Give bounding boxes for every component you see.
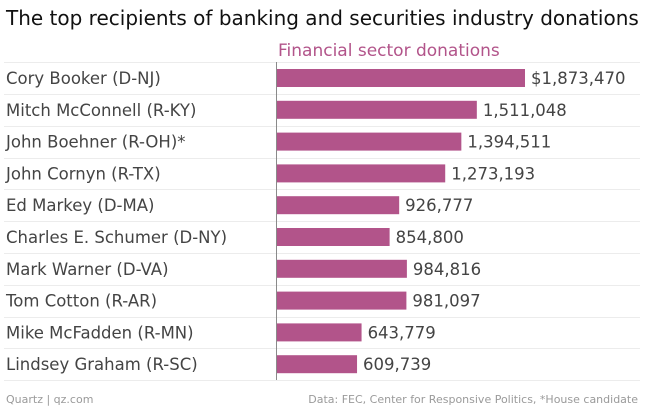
category-label: Mark Warner (D-VA): [6, 260, 169, 279]
value-label: 609,739: [363, 355, 431, 374]
category-label: John Cornyn (R-TX): [5, 164, 161, 183]
value-label: 1,511,048: [483, 101, 567, 120]
footer-credit: Quartz | qz.com: [6, 393, 94, 406]
value-label: 926,777: [405, 196, 473, 215]
value-label: 1,273,193: [451, 164, 535, 183]
category-label: Ed Markey (D-MA): [6, 196, 154, 215]
bar: [276, 291, 407, 310]
bar: [276, 323, 362, 342]
footer-source: Data: FEC, Center for Responsive Politic…: [308, 393, 638, 406]
category-label: Charles E. Schumer (D-NY): [6, 228, 227, 247]
bar: [276, 69, 525, 87]
category-label: Lindsey Graham (R-SC): [6, 355, 198, 374]
category-label: John Boehner (R-OH)*: [5, 133, 186, 152]
bar: [276, 196, 400, 215]
series-label: Financial sector donations: [278, 41, 500, 61]
category-label: Mike McFadden (R-MN): [6, 323, 194, 342]
category-label: Mitch McConnell (R-KY): [6, 101, 196, 120]
value-label: 854,800: [396, 228, 464, 247]
value-label: 643,779: [368, 323, 436, 342]
bar: [276, 259, 407, 278]
value-label: 981,097: [412, 292, 480, 311]
bar: [276, 355, 358, 374]
value-label: $1,873,470: [531, 69, 625, 88]
chart-title: The top recipients of banking and securi…: [6, 6, 639, 30]
bar: [276, 132, 462, 151]
category-label: Tom Cotton (R-AR): [5, 292, 157, 311]
bar: [276, 100, 477, 119]
category-label: Cory Booker (D-NJ): [6, 69, 161, 88]
bar: [276, 228, 390, 246]
value-label: 984,816: [413, 260, 481, 279]
bar: [276, 164, 446, 183]
value-label: 1,394,511: [467, 133, 551, 152]
